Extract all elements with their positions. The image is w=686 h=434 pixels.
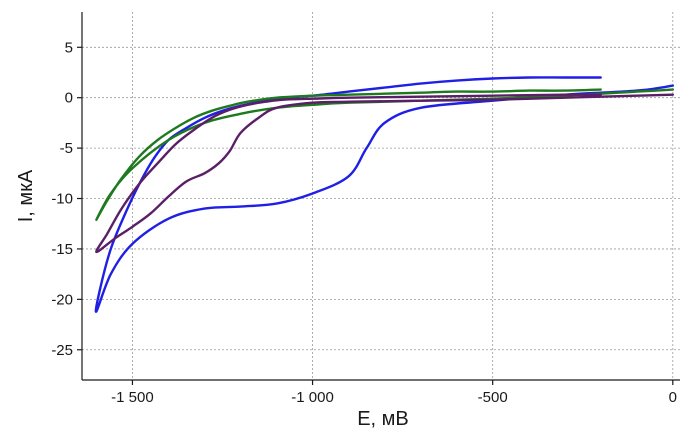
series-line-3 <box>95 93 674 254</box>
y-tick-label: 5 <box>65 39 73 56</box>
grid <box>82 12 680 380</box>
series-line-2 <box>95 88 674 221</box>
y-tick-label: -10 <box>51 191 73 208</box>
y-axis-title: I, мкА <box>15 169 37 222</box>
y-tick-label: -25 <box>51 342 73 359</box>
y-tick-label: -5 <box>60 140 73 157</box>
x-tick-label: -1 000 <box>291 389 334 406</box>
series-group <box>94 76 674 313</box>
y-tick-label: -15 <box>51 241 73 258</box>
tick-labels: -1 500 -1 000 -500 0 5 0 -5 -10 -15 -20 -25 <box>51 39 677 406</box>
x-axis-title: E, мВ <box>357 408 409 430</box>
y-tick-label: 0 <box>65 90 73 107</box>
y-tick-label: -20 <box>51 291 73 308</box>
axes <box>81 12 680 381</box>
x-tick-label: -1 500 <box>111 389 154 406</box>
x-tick-label: -500 <box>478 389 508 406</box>
x-tick-label: 0 <box>669 389 677 406</box>
series-line-1 <box>94 76 674 313</box>
